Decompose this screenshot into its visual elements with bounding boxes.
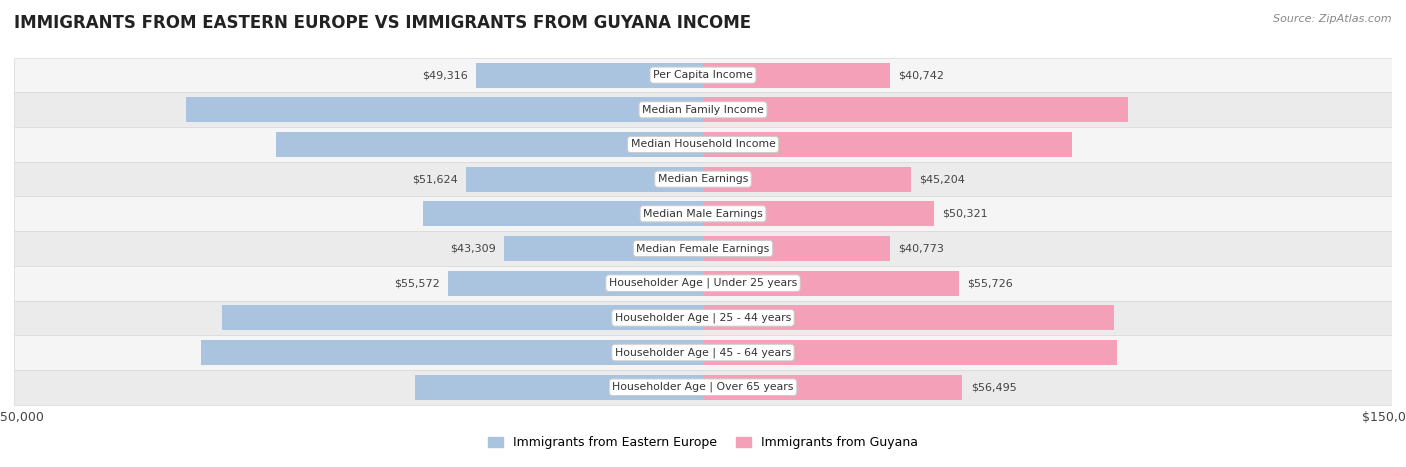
Text: $40,742: $40,742 bbox=[898, 70, 945, 80]
Text: $92,513: $92,513 bbox=[706, 105, 756, 115]
Text: $104,662: $104,662 bbox=[641, 313, 700, 323]
Text: $112,527: $112,527 bbox=[641, 105, 700, 115]
Bar bbox=[14, 266, 1392, 301]
Text: $45,204: $45,204 bbox=[920, 174, 965, 184]
Text: Source: ZipAtlas.com: Source: ZipAtlas.com bbox=[1274, 14, 1392, 24]
Bar bbox=[14, 92, 1392, 127]
Text: $109,335: $109,335 bbox=[641, 347, 700, 358]
Bar bbox=[465, 167, 703, 191]
Bar bbox=[14, 335, 1392, 370]
Bar bbox=[14, 370, 1392, 404]
Text: $51,624: $51,624 bbox=[412, 174, 457, 184]
Text: Median Male Earnings: Median Male Earnings bbox=[643, 209, 763, 219]
Bar bbox=[703, 236, 890, 261]
Bar bbox=[222, 305, 703, 330]
Text: Householder Age | Under 25 years: Householder Age | Under 25 years bbox=[609, 278, 797, 289]
Bar bbox=[703, 201, 934, 226]
Text: $93,051: $93,051 bbox=[650, 140, 700, 149]
Text: $62,693: $62,693 bbox=[648, 382, 700, 392]
Bar bbox=[415, 375, 703, 400]
Bar bbox=[14, 127, 1392, 162]
Text: $60,958: $60,958 bbox=[648, 209, 700, 219]
Text: Householder Age | 45 - 64 years: Householder Age | 45 - 64 years bbox=[614, 347, 792, 358]
Text: $90,186: $90,186 bbox=[706, 347, 758, 358]
Text: Median Family Income: Median Family Income bbox=[643, 105, 763, 115]
Text: $55,572: $55,572 bbox=[394, 278, 440, 288]
Text: Householder Age | 25 - 44 years: Householder Age | 25 - 44 years bbox=[614, 312, 792, 323]
Bar bbox=[703, 340, 1118, 365]
Bar bbox=[703, 305, 1115, 330]
Text: Median Female Earnings: Median Female Earnings bbox=[637, 243, 769, 254]
Bar bbox=[201, 340, 703, 365]
Text: $55,726: $55,726 bbox=[967, 278, 1012, 288]
Bar bbox=[703, 97, 1128, 122]
Bar bbox=[14, 231, 1392, 266]
Text: $49,316: $49,316 bbox=[422, 70, 468, 80]
Bar bbox=[14, 58, 1392, 92]
Text: $89,586: $89,586 bbox=[706, 313, 758, 323]
Text: Householder Age | Over 65 years: Householder Age | Over 65 years bbox=[612, 382, 794, 392]
Bar bbox=[505, 236, 703, 261]
Bar bbox=[447, 271, 703, 296]
Text: $43,309: $43,309 bbox=[450, 243, 496, 254]
Bar bbox=[14, 197, 1392, 231]
Bar bbox=[703, 132, 1071, 157]
Bar bbox=[703, 271, 959, 296]
Bar bbox=[423, 201, 703, 226]
Bar bbox=[703, 167, 911, 191]
Text: $56,495: $56,495 bbox=[970, 382, 1017, 392]
Bar bbox=[703, 63, 890, 88]
Bar bbox=[276, 132, 703, 157]
Text: $80,324: $80,324 bbox=[706, 140, 756, 149]
Bar bbox=[703, 375, 963, 400]
Bar bbox=[186, 97, 703, 122]
Text: $50,321: $50,321 bbox=[942, 209, 988, 219]
Text: $40,773: $40,773 bbox=[898, 243, 945, 254]
Bar bbox=[477, 63, 703, 88]
Text: IMMIGRANTS FROM EASTERN EUROPE VS IMMIGRANTS FROM GUYANA INCOME: IMMIGRANTS FROM EASTERN EUROPE VS IMMIGR… bbox=[14, 14, 751, 32]
Text: Per Capita Income: Per Capita Income bbox=[652, 70, 754, 80]
Bar bbox=[14, 162, 1392, 197]
Text: Median Household Income: Median Household Income bbox=[630, 140, 776, 149]
Text: Median Earnings: Median Earnings bbox=[658, 174, 748, 184]
Bar bbox=[14, 301, 1392, 335]
Legend: Immigrants from Eastern Europe, Immigrants from Guyana: Immigrants from Eastern Europe, Immigran… bbox=[488, 436, 918, 449]
